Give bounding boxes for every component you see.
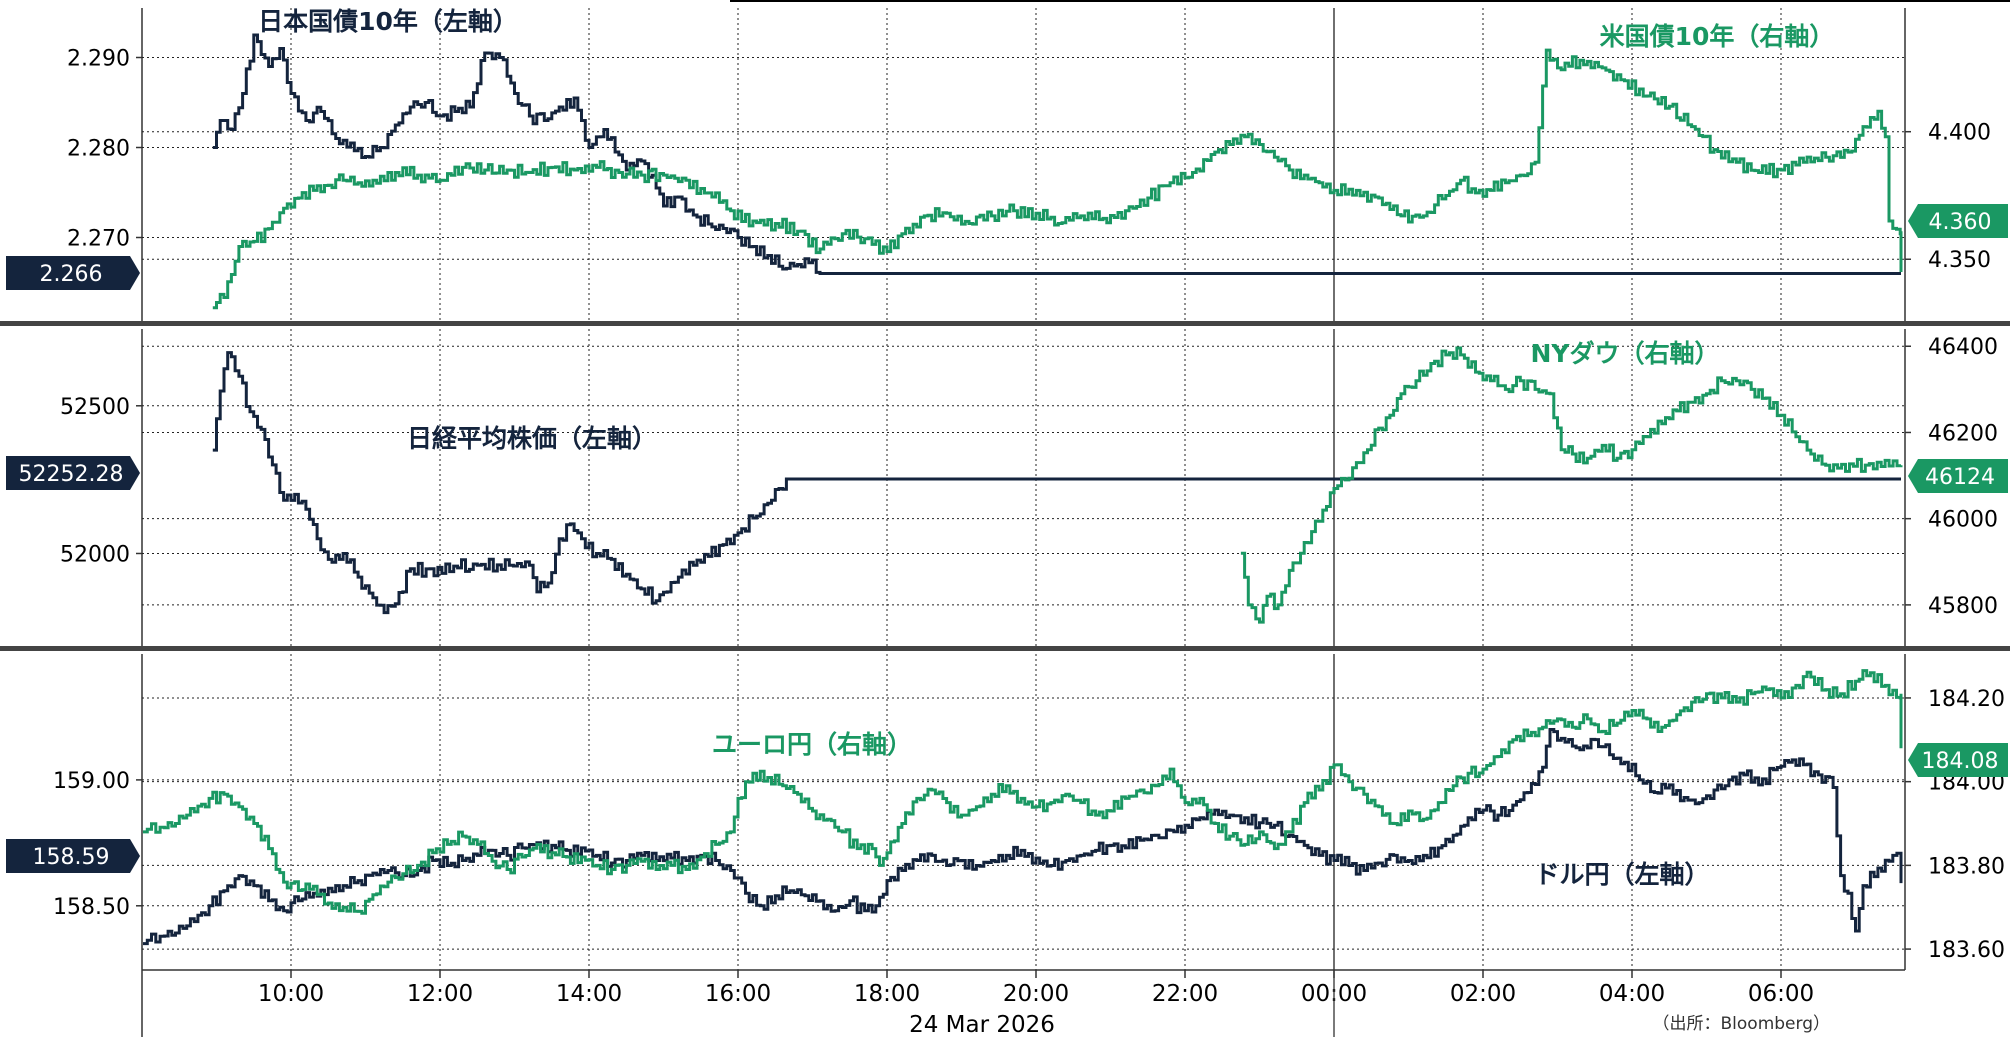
right-tag-shape [1908, 204, 2008, 238]
right-tick-label: 46200 [1928, 421, 1998, 446]
series-line-right [1240, 346, 1903, 624]
left-tag-shape [6, 256, 140, 290]
left-tag-shape [6, 839, 140, 873]
right-tick-label: 183.80 [1928, 854, 2005, 879]
left-tick-label: 2.290 [67, 47, 130, 72]
panel-separator [0, 646, 2010, 651]
source-note: （出所：Bloomberg） [1653, 1014, 1830, 1034]
right-tag-shape [1908, 459, 2008, 493]
left-tag-label: 2.266 [40, 262, 103, 287]
series-annotation: 日本国債10年（左軸） [258, 7, 518, 36]
left-tick-label: 52500 [60, 395, 130, 420]
left-tag-label: 52252.28 [19, 462, 124, 487]
right-tag-label: 4.360 [1929, 210, 1992, 235]
time-tick-label: 12:00 [407, 981, 473, 1007]
right-current-value-tag: 4.360 [1908, 204, 2008, 238]
series-annotation: 日経平均株価（左軸） [407, 424, 657, 453]
left-current-value-tag: 158.59 [6, 839, 140, 873]
panel-middle: 52000 52500 45800 46000 46200 46400 52252.28 46… [0, 321, 2010, 648]
vertical-grid [290, 329, 1782, 648]
right-tick-label: 4.350 [1928, 248, 1991, 273]
left-tick-label: 159.00 [53, 769, 130, 794]
left-current-value-tag: 52252.28 [6, 456, 140, 490]
time-tick-label: 06:00 [1748, 981, 1814, 1007]
left-tick-label: 2.270 [67, 227, 130, 252]
time-tick-label: 14:00 [556, 981, 622, 1007]
time-tick-label: 16:00 [705, 981, 771, 1007]
left-tag-label: 158.59 [33, 845, 110, 870]
time-tick-label: 18:00 [854, 981, 920, 1007]
date-label: 24 Mar 2026 [909, 1012, 1055, 1037]
time-tick-label: 22:00 [1152, 981, 1218, 1007]
time-tick-label: 04:00 [1599, 981, 1665, 1007]
left-tag-shape [6, 456, 140, 490]
right-tick-label: 183.60 [1928, 938, 2005, 963]
vertical-grid [290, 654, 1782, 970]
series-line-right [212, 48, 1903, 310]
right-tick-label: 184.20 [1928, 687, 2005, 712]
right-current-value-tag: 184.08 [1908, 743, 2008, 777]
left-current-value-tag: 2.266 [6, 256, 140, 290]
right-tick-label: 4.400 [1928, 121, 1991, 146]
series-line-left [212, 351, 1901, 615]
panel-bottom: 158.50159.00183.60183.80184.00184.20158.… [0, 646, 2010, 970]
right-tick-label: 46000 [1928, 508, 1998, 533]
time-tick-label: 10:00 [258, 981, 324, 1007]
left-tick-label: 158.50 [53, 895, 130, 920]
series-annotation: 米国債10年（右軸） [1600, 22, 1835, 51]
right-tick-label: 46400 [1928, 335, 1998, 360]
right-tag-label: 46124 [1925, 465, 1995, 490]
series-annotation: ユーロ円（右軸） [712, 730, 912, 759]
series-line-right [143, 669, 1903, 915]
series-annotation: ドル円（左軸） [1534, 860, 1709, 889]
panel-separator [0, 321, 2010, 326]
left-tick-label: 52000 [60, 542, 130, 567]
left-tick-label: 2.280 [67, 137, 130, 162]
right-current-value-tag: 46124 [1908, 459, 2008, 493]
right-tick-label: 45800 [1928, 594, 1998, 619]
right-tag-shape [1908, 743, 2008, 777]
series-line-left [143, 728, 1903, 946]
time-tick-label: 02:00 [1450, 981, 1516, 1007]
time-axis: 10:00 12:00 14:00 16:00 18:00 20:00 22:00 00:00… [141, 970, 1814, 1037]
series-line-left [212, 33, 1901, 275]
vertical-grid [290, 8, 1782, 323]
panel-top: 2.270 2.280 2.290 4.350 4.400 2.266 4.360 日本国債1… [6, 7, 2008, 323]
series-annotation: NYダウ（右軸） [1530, 339, 1719, 368]
right-tag-label: 184.08 [1922, 749, 1999, 774]
time-tick-label: 20:00 [1003, 981, 1069, 1007]
